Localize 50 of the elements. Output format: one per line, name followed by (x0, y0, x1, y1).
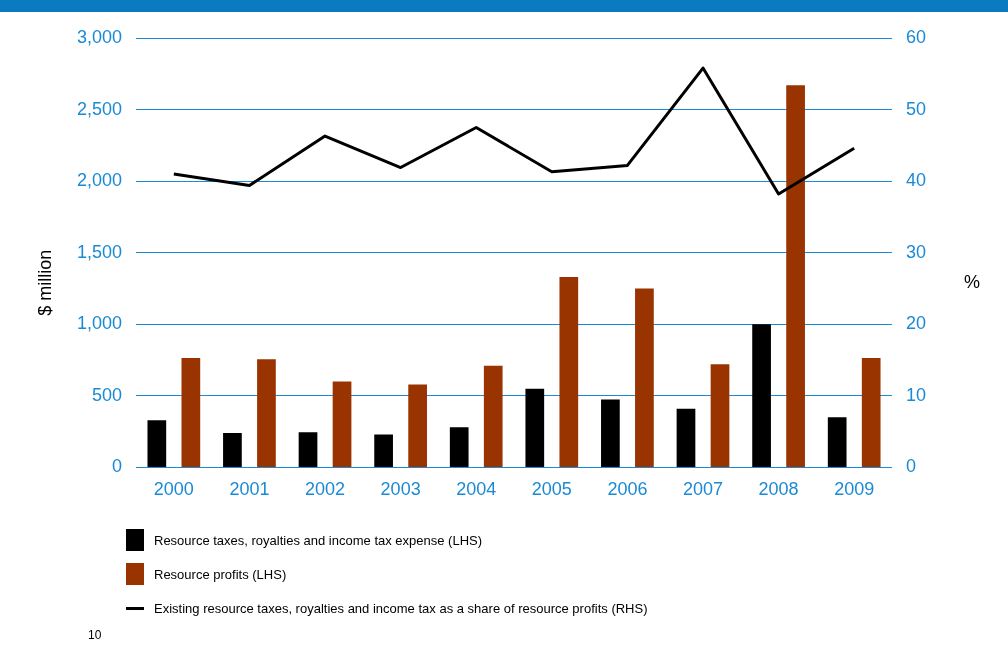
bar (223, 433, 242, 467)
x-tick-label: 2007 (682, 479, 724, 500)
y-tick-label: 500 (92, 384, 123, 405)
legend-label: Resource profits (LHS) (154, 566, 287, 582)
bar (181, 357, 201, 467)
x-tick-label: 2006 (607, 479, 648, 500)
x-tick-label: 2009 (834, 479, 875, 500)
bar (861, 357, 881, 467)
bar (601, 399, 620, 467)
y2-tick-label: 20 (905, 313, 927, 334)
bar (449, 427, 469, 467)
x-tick-label: 2000 (153, 479, 194, 500)
y-tick-label: 1,000 (77, 313, 123, 334)
x-tick-label: 2004 (456, 479, 497, 500)
bar (147, 420, 167, 467)
bar (559, 277, 579, 467)
x-tick-label: 2001 (229, 479, 270, 500)
legend-label: Existing resource taxes, royalties and income tax as a share of resource profits (RHS) (154, 600, 648, 616)
text: 10 (88, 628, 102, 642)
bar (332, 381, 352, 467)
y2-tick-label: 0 (905, 456, 916, 477)
y-axis-title: $ million (34, 249, 55, 316)
bar (525, 388, 545, 467)
y2-tick-label: 60 (905, 26, 927, 47)
bar (752, 324, 771, 467)
x-tick-label: 2002 (305, 479, 346, 500)
y-tick-label: 2,000 (77, 170, 123, 191)
y2-tick-label: 50 (905, 98, 927, 119)
bar (374, 434, 393, 467)
x-tick-label: 2005 (531, 479, 572, 500)
y2-tick-label: 40 (905, 170, 927, 191)
bar (483, 365, 503, 467)
bar (635, 288, 654, 467)
bar (710, 364, 730, 467)
y-tick-label: 0 (112, 456, 123, 477)
bar (257, 359, 276, 467)
bar (408, 384, 427, 467)
bar (786, 85, 805, 467)
bar (676, 408, 696, 467)
y2-axis-title: % (963, 271, 981, 292)
y-tick-label: 2,500 (77, 98, 123, 119)
y2-tick-label: 30 (905, 241, 927, 262)
bar (298, 432, 318, 467)
y2-tick-label: 10 (905, 384, 927, 405)
legend-label: Resource taxes, royalties and income tax expense (LHS) (154, 532, 483, 548)
bar (827, 417, 847, 467)
x-tick-label: 2003 (380, 479, 421, 500)
y-tick-label: 1,500 (77, 241, 123, 262)
y-tick-label: 3,000 (77, 26, 123, 47)
x-tick-label: 2008 (758, 479, 799, 500)
